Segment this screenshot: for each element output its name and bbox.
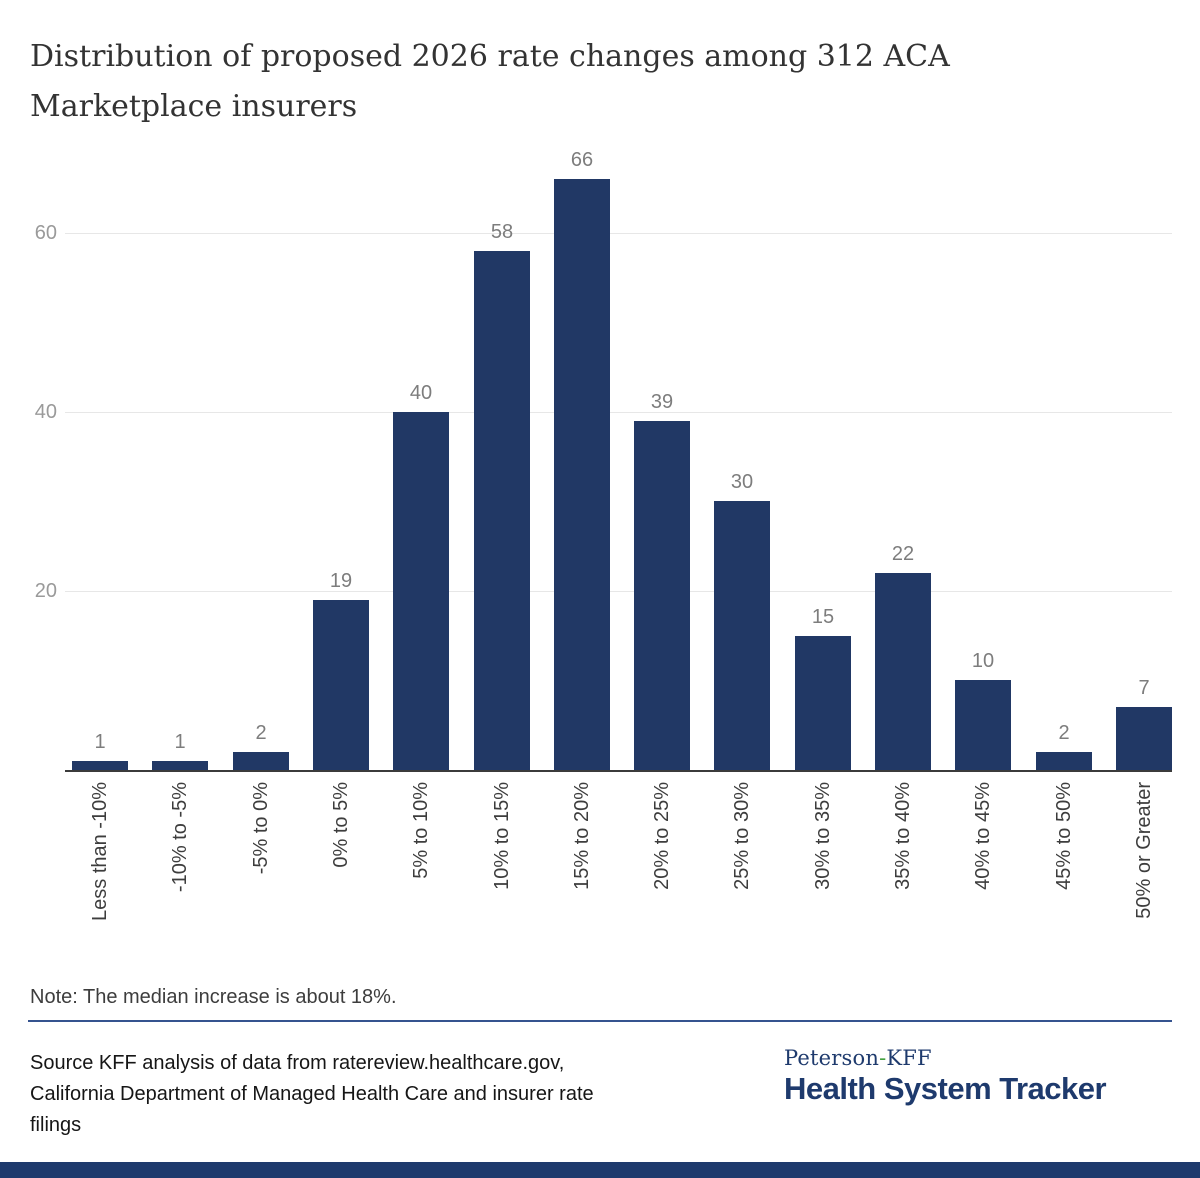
bar bbox=[474, 251, 530, 770]
y-axis-tick-label: 60 bbox=[34, 222, 57, 244]
chart-title-line-2: Marketplace insurers bbox=[30, 89, 358, 124]
chart-title-line-1: Distribution of proposed 2026 rate chang… bbox=[30, 39, 950, 74]
x-axis-category-label: 40% to 45% bbox=[972, 782, 994, 890]
logo-peterson-kff: Peterson-KFF bbox=[784, 1046, 1106, 1070]
divider-line bbox=[28, 1020, 1172, 1022]
y-axis-tick-label: 20 bbox=[34, 580, 57, 602]
brand-footer-bar bbox=[0, 1162, 1200, 1178]
bar bbox=[875, 573, 931, 770]
y-axis-tick-label: 40 bbox=[34, 401, 57, 423]
bar-value-label: 19 bbox=[329, 570, 353, 592]
chart-title: Distribution of proposed 2026 rate chang… bbox=[30, 32, 950, 132]
logo-hyphen: - bbox=[879, 1046, 887, 1070]
bar bbox=[313, 600, 369, 770]
bar bbox=[393, 412, 449, 770]
x-axis-category-label: 50% or Greater bbox=[1133, 782, 1155, 919]
bar-value-label: 58 bbox=[490, 221, 514, 243]
x-axis-category-label: 15% to 20% bbox=[571, 782, 593, 890]
x-axis-category-label: 45% to 50% bbox=[1053, 782, 1075, 890]
bar bbox=[233, 752, 289, 770]
x-axis-category-label: 0% to 5% bbox=[330, 782, 352, 868]
gridline bbox=[65, 412, 1172, 413]
x-axis-category-label: -5% to 0% bbox=[250, 782, 272, 875]
bar bbox=[152, 761, 208, 770]
bar bbox=[634, 421, 690, 770]
bar-value-label: 2 bbox=[255, 722, 267, 744]
logo-peterson: Peterson bbox=[784, 1046, 880, 1070]
x-axis-category-label: -10% to -5% bbox=[169, 782, 191, 893]
bar bbox=[1116, 707, 1172, 770]
x-axis-category-label: Less than -10% bbox=[89, 782, 111, 921]
bar bbox=[554, 179, 610, 770]
bar-value-label: 2 bbox=[1058, 722, 1070, 744]
bar bbox=[955, 680, 1011, 770]
bar-value-label: 39 bbox=[650, 391, 674, 413]
x-axis-category-label: 5% to 10% bbox=[410, 782, 432, 879]
gridline bbox=[65, 233, 1172, 234]
x-axis-line bbox=[65, 770, 1172, 772]
bar-value-label: 1 bbox=[94, 731, 106, 753]
x-axis-category-label: 25% to 30% bbox=[731, 782, 753, 890]
bar bbox=[72, 761, 128, 770]
source-text: Source KFF analysis of data from raterev… bbox=[30, 1048, 594, 1141]
bar-value-label: 66 bbox=[570, 149, 594, 171]
bar-value-label: 1 bbox=[174, 731, 186, 753]
bar-value-label: 10 bbox=[971, 650, 995, 672]
x-axis-category-label: 30% to 35% bbox=[812, 782, 834, 890]
x-axis-category-label: 20% to 25% bbox=[651, 782, 673, 890]
bar-value-label: 7 bbox=[1138, 677, 1150, 699]
logo-health-system-tracker: Health System Tracker bbox=[784, 1071, 1107, 1106]
bar bbox=[1036, 752, 1092, 770]
bar-value-label: 30 bbox=[730, 471, 754, 493]
gridline bbox=[65, 591, 1172, 592]
bar-value-label: 22 bbox=[891, 543, 915, 565]
x-axis-category-label: 35% to 40% bbox=[892, 782, 914, 890]
source-line-3: filings bbox=[30, 1114, 82, 1136]
peterson-kff-health-system-tracker-logo: Peterson-KFF Health System Tracker bbox=[784, 1046, 1107, 1106]
bar-value-label: 15 bbox=[811, 606, 835, 628]
note-text: Note: The median increase is about 18%. bbox=[30, 986, 397, 1008]
bar-value-label: 40 bbox=[409, 382, 433, 404]
bar bbox=[714, 501, 770, 770]
source-line-1: Source KFF analysis of data from raterev… bbox=[30, 1052, 565, 1074]
bar bbox=[795, 636, 851, 770]
x-axis-category-label: 10% to 15% bbox=[491, 782, 513, 890]
logo-kff: KFF bbox=[886, 1046, 932, 1070]
source-line-2: California Department of Managed Health … bbox=[30, 1083, 594, 1105]
